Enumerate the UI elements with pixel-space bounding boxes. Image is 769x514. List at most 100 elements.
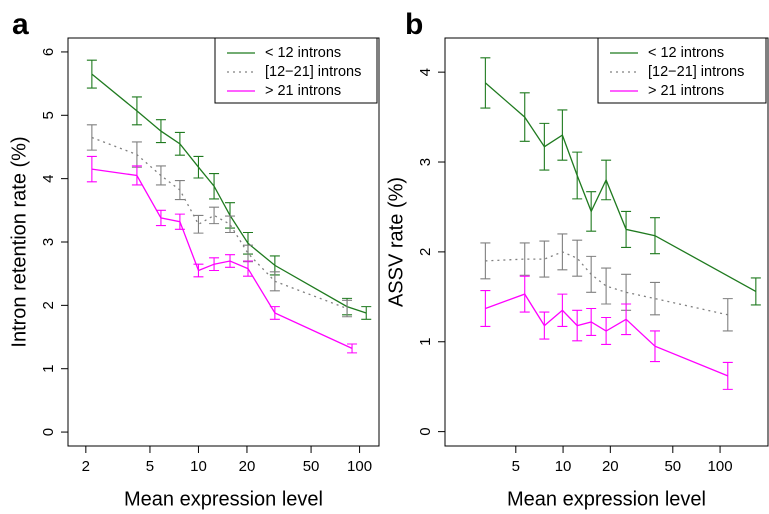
series-line — [91, 136, 348, 310]
legend-label: < 12 introns — [265, 45, 341, 61]
error-bar — [131, 96, 142, 126]
x-tick-label: 5 — [146, 458, 154, 475]
y-tick-label: 4 — [417, 68, 434, 76]
y-tick-label: 3 — [417, 158, 434, 166]
legend-label: [12−21] introns — [648, 64, 744, 80]
y-axis-label: ASSV rate (%) — [385, 177, 407, 307]
error-bar — [750, 277, 761, 306]
legend-label: [12−21] introns — [265, 64, 361, 80]
series-line — [484, 82, 757, 292]
error-bar — [621, 303, 632, 336]
error-bar — [601, 267, 612, 305]
error-bar — [86, 124, 97, 151]
error-bar — [519, 275, 530, 313]
error-bar — [601, 159, 612, 201]
error-bar — [193, 263, 204, 278]
x-axis-label: Mean expression level — [124, 488, 323, 510]
error-bar — [242, 244, 253, 263]
x-tick-label: 20 — [602, 458, 619, 475]
error-bar — [174, 131, 185, 156]
y-tick-label: 0 — [417, 427, 434, 435]
y-tick-label: 3 — [40, 238, 57, 246]
error-bar — [586, 307, 597, 337]
y-tick-label: 2 — [417, 248, 434, 256]
error-bar — [155, 119, 166, 144]
y-tick-label: 5 — [40, 111, 57, 119]
error-bar — [557, 233, 568, 271]
error-bar — [193, 214, 204, 234]
legend-label: > 21 introns — [648, 83, 724, 99]
error-bar — [601, 316, 612, 345]
panel-label: a — [12, 8, 29, 41]
error-bar — [572, 239, 583, 277]
y-tick-label: 0 — [40, 428, 57, 436]
legend-box — [214, 37, 378, 104]
legend-box — [597, 37, 767, 104]
x-tick-label: 5 — [512, 458, 520, 475]
error-bar — [209, 206, 220, 225]
error-bar — [480, 242, 491, 280]
error-bar — [342, 299, 353, 318]
legend-label: > 21 introns — [265, 83, 341, 99]
x-tick-label: 10 — [190, 458, 207, 475]
series-line — [485, 251, 728, 316]
x-tick-label: 20 — [239, 458, 256, 475]
y-axis-label: Intron retention rate (%) — [8, 136, 30, 347]
error-bar — [722, 298, 733, 332]
error-bar — [649, 330, 660, 363]
x-tick-label: 10 — [555, 458, 572, 475]
error-bar — [722, 361, 733, 390]
error-bar — [225, 215, 236, 234]
error-bar — [539, 122, 550, 171]
series-line — [91, 73, 367, 314]
error-bar — [131, 165, 142, 186]
y-tick-label: 1 — [40, 365, 57, 373]
series-line — [485, 293, 729, 377]
error-bar — [572, 309, 583, 342]
error-bar — [131, 141, 142, 168]
error-bar — [480, 289, 491, 328]
error-bar — [649, 281, 660, 316]
error-bar — [539, 311, 550, 340]
error-bar — [155, 209, 166, 227]
y-tick-label: 4 — [40, 174, 57, 182]
error-bar — [572, 151, 583, 200]
error-bar — [347, 343, 358, 354]
error-bar — [480, 57, 491, 109]
error-bar — [86, 59, 97, 89]
error-bar — [174, 179, 185, 201]
y-tick-label: 2 — [40, 301, 57, 309]
error-bar — [519, 92, 530, 142]
error-bar — [225, 254, 236, 268]
error-bar — [86, 155, 97, 183]
error-bar — [155, 165, 166, 186]
error-bar — [361, 306, 372, 320]
error-bar — [174, 213, 185, 230]
error-bar — [586, 191, 597, 232]
error-bar — [557, 109, 568, 161]
error-bar — [242, 260, 253, 277]
error-bar — [269, 271, 280, 292]
error-bar — [519, 242, 530, 276]
legend-label: < 12 introns — [648, 45, 724, 61]
x-tick-label: 100 — [708, 458, 733, 475]
error-bar — [557, 293, 568, 328]
error-bar — [193, 155, 204, 179]
panel-label: b — [405, 8, 423, 41]
x-tick-label: 100 — [347, 458, 372, 475]
error-bar — [269, 306, 280, 320]
y-tick-label: 6 — [40, 48, 57, 56]
x-tick-label: 2 — [82, 458, 90, 475]
error-bar — [649, 217, 660, 255]
x-tick-label: 50 — [303, 458, 320, 475]
x-axis-label: Mean expression level — [507, 488, 706, 510]
error-bar — [209, 257, 220, 272]
error-bar — [621, 210, 632, 248]
error-bar — [209, 173, 220, 200]
x-tick-label: 50 — [664, 458, 681, 475]
y-tick-label: 1 — [417, 338, 434, 346]
error-bar — [539, 240, 550, 278]
series-line — [91, 168, 353, 349]
error-bar — [586, 255, 597, 293]
